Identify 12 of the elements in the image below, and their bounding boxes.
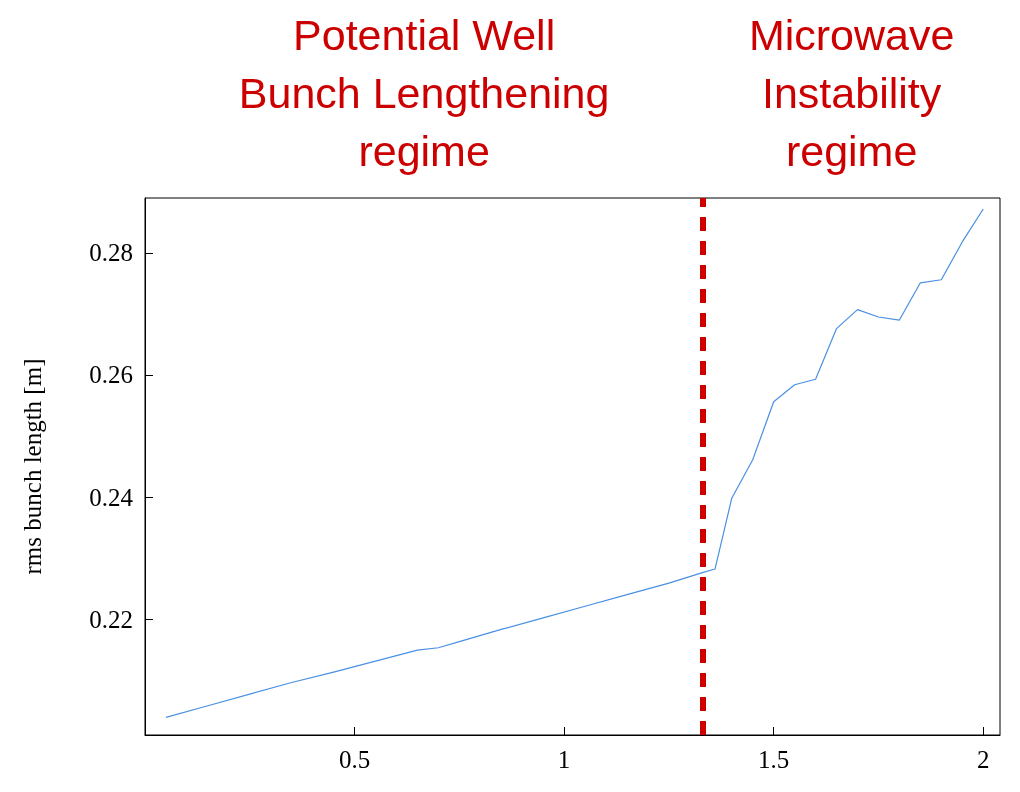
x-tick-label: 1.5	[758, 746, 790, 773]
text: Potential Well Bunch Lengthening regime	[238, 11, 610, 175]
y-tick-label: 0.22	[89, 605, 133, 633]
y-tick-label: 0.28	[89, 239, 133, 267]
text: Microwave Instability regime	[748, 11, 955, 175]
y-axis-title: rms bunch length [m]	[19, 358, 46, 575]
y-tick-label: 0.26	[89, 361, 133, 389]
x-tick-label: 1	[557, 746, 571, 773]
line-series	[165, 208, 984, 718]
x-tick-label: 2	[976, 746, 990, 773]
y-tick-label: 0.24	[89, 483, 134, 511]
x-tick-label: 0.5	[338, 746, 371, 773]
